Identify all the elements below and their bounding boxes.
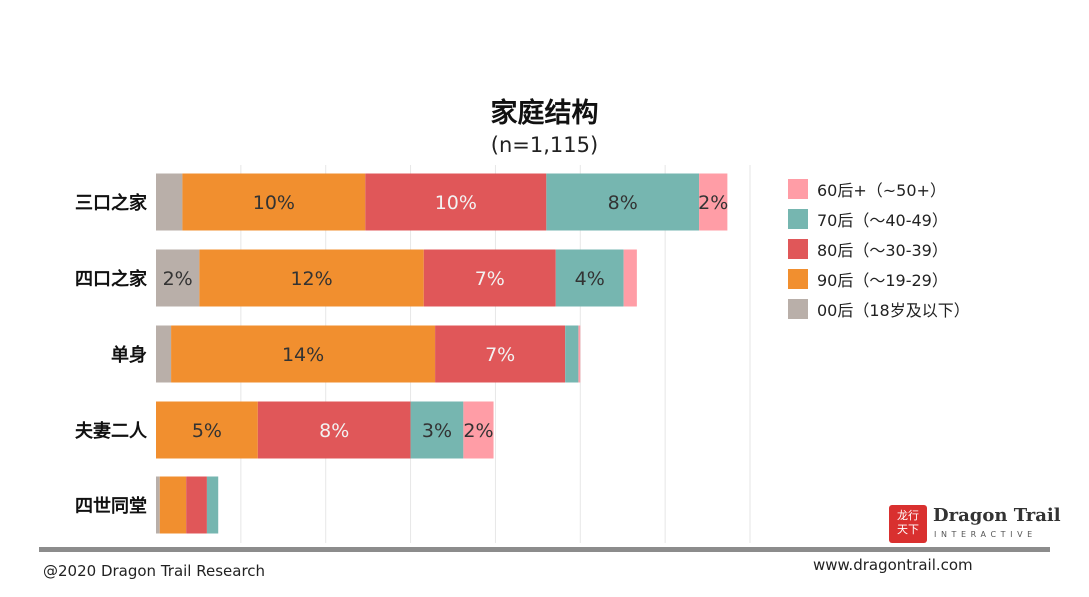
bar-segment — [578, 325, 581, 383]
data-label: 7% — [475, 268, 505, 290]
bar-segment — [699, 173, 728, 231]
data-label: 14% — [282, 344, 324, 366]
bar-segment — [423, 249, 556, 307]
bar-segment — [365, 173, 547, 231]
footer-website-link[interactable]: www.dragontrail.com — [813, 556, 973, 574]
bar-segment — [186, 476, 207, 534]
data-label: 8% — [608, 192, 638, 214]
bar-segment — [546, 173, 700, 231]
data-label: 5% — [192, 420, 222, 442]
data-label: 2% — [163, 268, 193, 290]
data-label: 3% — [422, 420, 452, 442]
bar-segment — [410, 401, 464, 459]
legend-item: 60后+（~50+） — [788, 174, 970, 204]
legend-swatch — [788, 179, 808, 199]
data-label: 2% — [698, 192, 728, 214]
chart-subtitle: (n=1,115) — [490, 133, 599, 157]
bar-segment — [257, 401, 411, 459]
legend-item: 00后（18岁及以下） — [788, 294, 970, 324]
category-label: 单身 — [111, 344, 147, 366]
data-label: 7% — [485, 344, 515, 366]
bar-segment — [555, 249, 624, 307]
bar-segment — [435, 325, 566, 383]
legend-label: 70后（～40-49） — [817, 211, 948, 230]
bar-segment — [156, 325, 172, 383]
logo-seal-icon: 龙行 天下 — [889, 505, 927, 543]
legend-label: 80后（～30-39） — [817, 241, 948, 260]
legend-swatch — [788, 269, 808, 289]
data-label: 4% — [575, 268, 605, 290]
bar-segment — [171, 325, 436, 383]
category-label: 三口之家 — [75, 192, 148, 214]
legend-label: 60后+（~50+） — [817, 181, 946, 200]
data-label: 8% — [319, 420, 349, 442]
legend-label: 90后（～19-29） — [817, 271, 948, 290]
bar-segment — [156, 249, 200, 307]
data-label: 2% — [463, 420, 493, 442]
data-label: 10% — [253, 192, 295, 214]
footer-copyright: @2020 Dragon Trail Research — [43, 562, 266, 580]
footer-divider — [39, 547, 1050, 552]
legend-label: 00后（18岁及以下） — [817, 301, 970, 320]
legend-swatch — [788, 299, 808, 319]
chart-legend: 60后+（~50+） 70后（～40-49） 80后（～30-39） 90后（～19-… — [788, 174, 970, 324]
category-label: 夫妻二人 — [75, 420, 148, 442]
bar-segment — [156, 476, 160, 534]
bar-segment — [623, 249, 637, 307]
legend-item: 90后（～19-29） — [788, 264, 970, 294]
category-label: 四世同堂 — [75, 495, 147, 517]
legend-swatch — [788, 239, 808, 259]
brand-subtitle: INTERACTIVE — [934, 530, 1037, 539]
bar-segment — [565, 325, 579, 383]
chart-title: 家庭结构 — [490, 98, 599, 129]
category-label: 四口之家 — [75, 268, 148, 290]
bar-segment — [156, 173, 183, 231]
dragon-trail-logo: 龙行 天下 Dragon Trail INTERACTIVE — [889, 503, 1061, 543]
data-label: 10% — [435, 192, 477, 214]
bar-segment — [206, 476, 219, 534]
bar-segment — [159, 476, 187, 534]
bar-segment — [199, 249, 424, 307]
legend-item: 80后（～30-39） — [788, 234, 970, 264]
bar-segment — [156, 401, 258, 459]
bar-segment — [182, 173, 366, 231]
legend-swatch — [788, 209, 808, 229]
bar-segment — [463, 401, 494, 459]
legend-item: 70后（～40-49） — [788, 204, 970, 234]
brand-name: Dragon Trail — [933, 505, 1061, 526]
data-label: 12% — [290, 268, 332, 290]
